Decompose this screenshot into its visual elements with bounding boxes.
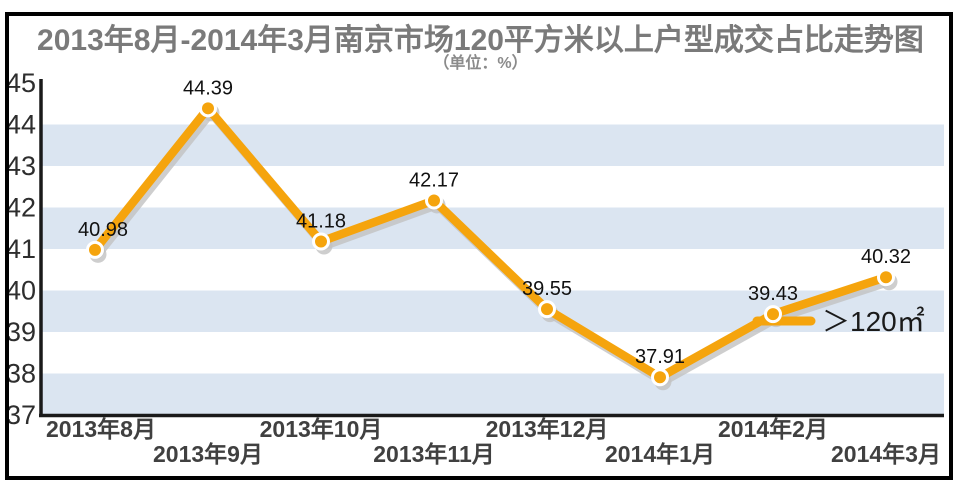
x-axis-tick-label: 2014年2月: [718, 416, 828, 442]
y-axis-tick-label: 39: [6, 317, 36, 347]
data-point-value-label: 39.43: [748, 283, 798, 305]
gridline-band: [41, 207, 944, 249]
data-point-marker: [877, 268, 895, 287]
data-point-value-label: 39.55: [522, 278, 572, 300]
series-line: [90, 104, 891, 382]
x-axis-tick-label: 2013年12月: [486, 416, 609, 442]
y-axis-tick-label: 38: [6, 359, 36, 389]
data-point-value-label: 40.98: [78, 219, 128, 241]
data-point-marker: [199, 99, 217, 118]
chart-unit-subtitle: （单位：%）: [433, 55, 528, 72]
data-point-value-label: 42.17: [409, 169, 459, 191]
data-point-marker: [764, 305, 782, 324]
y-axis-tick-label: 41: [6, 234, 36, 264]
data-point-value-label: 41.18: [296, 211, 346, 233]
x-axis-tick-label: 2013年11月: [373, 441, 494, 467]
data-point-marker: [651, 368, 669, 387]
data-point-marker: [538, 300, 556, 319]
x-axis-tick-label: 2013年10月: [260, 416, 383, 442]
data-point-value-label: 44.39: [183, 77, 233, 99]
y-axis-tick-label: 44: [6, 110, 36, 140]
y-axis-tick-label: 40: [6, 276, 36, 306]
data-point-value-label: 37.91: [635, 346, 685, 368]
gridline-band: [41, 373, 944, 415]
y-axis-tick-label: 43: [6, 151, 36, 181]
data-point-marker: [312, 232, 330, 251]
x-axis-tick-label: 2014年3月: [831, 441, 941, 467]
y-axis-tick-label: 37: [6, 400, 36, 430]
data-point-marker: [425, 191, 443, 210]
y-axis-tick-label: 45: [6, 68, 36, 98]
data-point-value-label: 40.32: [861, 246, 911, 268]
data-point-marker: [86, 240, 104, 259]
x-axis-tick-label: 2013年9月: [153, 441, 263, 467]
legend-label: ＞120㎡: [822, 306, 925, 337]
x-axis-tick-label: 2014年1月: [605, 441, 715, 467]
chart-title: 2013年8月-2014年3月南京市场120平方米以上户型成交占比走势图: [37, 24, 924, 57]
x-axis-tick-label: 2013年8月: [46, 416, 156, 442]
y-axis-tick-label: 42: [6, 193, 36, 223]
